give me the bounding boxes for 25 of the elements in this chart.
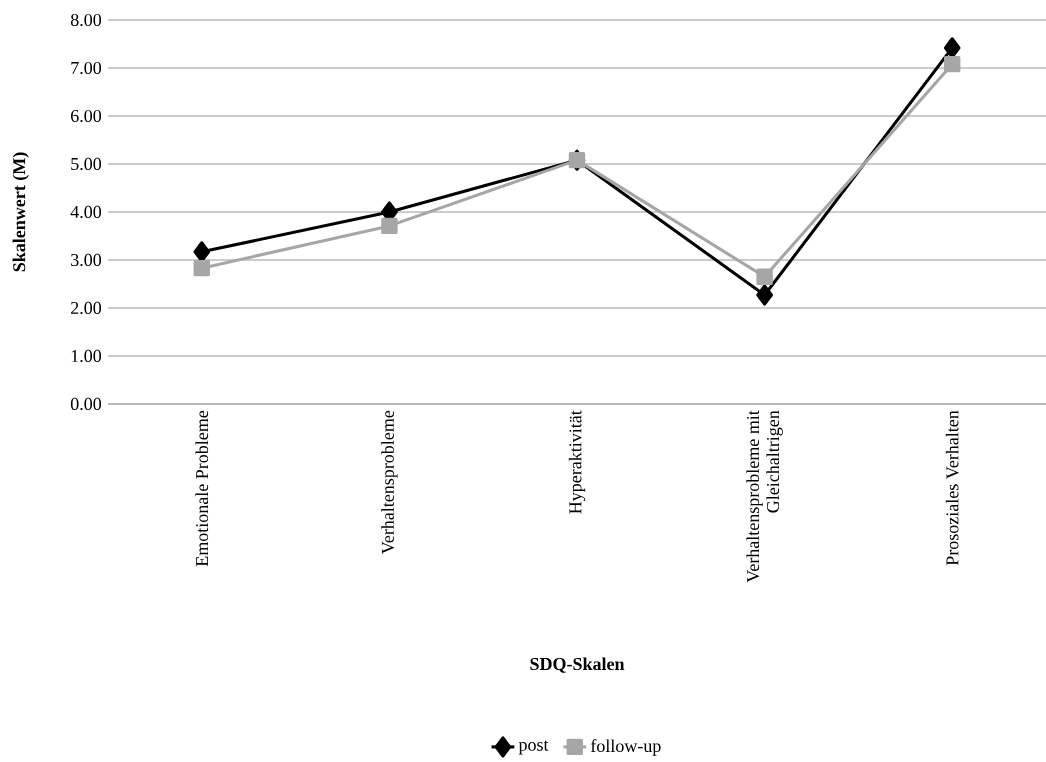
x-tick-label: Emotionale Probleme xyxy=(195,410,209,567)
x-tick-label: Verhaltensprobleme mit Gleichaltrigen xyxy=(746,410,783,583)
y-tick-label: 4.00 xyxy=(70,205,102,219)
x-tick-label: Verhaltensprobleme xyxy=(381,410,398,554)
legend-label: follow-up xyxy=(590,739,661,756)
y-axis-title: Skalenwert (M) xyxy=(12,152,29,272)
y-tick-label: 8.00 xyxy=(70,13,102,27)
point xyxy=(943,37,961,59)
point xyxy=(756,284,773,306)
legend-label: post xyxy=(518,740,549,755)
y-tick-label: 5.00 xyxy=(71,157,102,171)
point xyxy=(193,241,211,263)
y-tick-label: 0.00 xyxy=(70,397,102,411)
y-tick-label: 3.00 xyxy=(71,253,102,267)
point xyxy=(381,217,398,235)
point xyxy=(756,268,773,285)
y-tick-label: 1.00 xyxy=(71,349,102,363)
point xyxy=(944,55,961,73)
y-tick-label: 6.00 xyxy=(71,109,102,123)
x-axis-title: SDQ-Skalen xyxy=(530,657,625,673)
y-tick-label: 2.00 xyxy=(71,301,102,315)
x-tick-label: Prosoziales Verhalten xyxy=(945,410,959,566)
x-tick-label: Hyperaktivität xyxy=(568,410,586,514)
point xyxy=(193,259,211,277)
y-tick-label: 7.00 xyxy=(71,61,102,75)
